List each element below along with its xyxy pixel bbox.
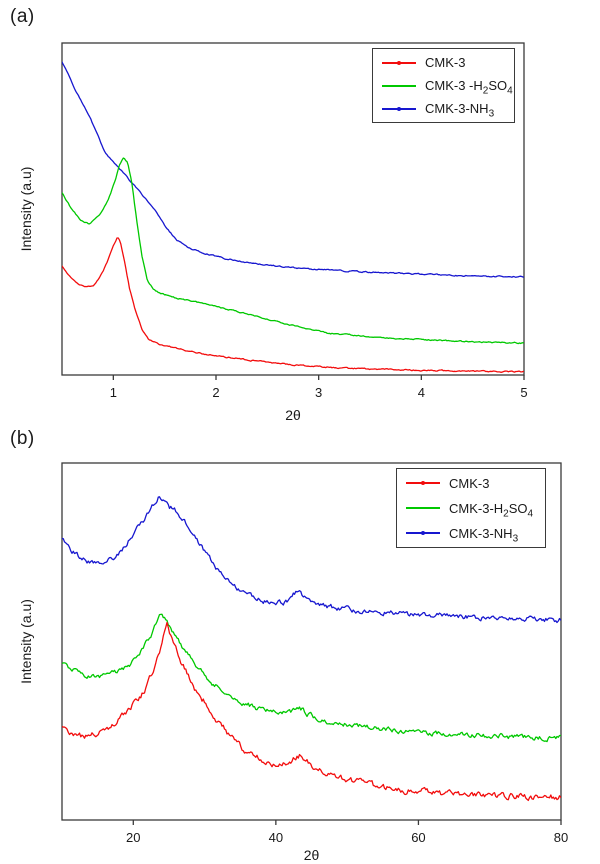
legend-line-sample-cmk3-b xyxy=(406,479,440,487)
legend-entry-cmk3-h2so4-a: CMK-3 -H2SO4 xyxy=(373,74,514,97)
y-axis-label-a: Intensity (a.u) xyxy=(18,167,34,252)
legend-entry-cmk3-nh3-a: CMK-3-NH3 xyxy=(373,97,514,120)
legend-label-cmk3-nh3-a: CMK-3-NH3 xyxy=(425,101,495,120)
x-tick-label-a: 1 xyxy=(110,385,117,400)
legend-entry-cmk3-nh3-b: CMK-3-NH3 xyxy=(397,521,545,546)
legend-marker-dot-cmk3-nh3-b xyxy=(421,531,425,535)
legend-label-cmk3-h2so4-b: CMK-3-H2SO4 xyxy=(449,500,534,520)
curve-cmk3-nh3-a xyxy=(62,61,524,278)
legend-entry-cmk3-a: CMK-3 xyxy=(373,51,514,74)
x-axis-label-b: 2θ xyxy=(304,847,320,863)
legend-label-cmk3-a: CMK-3 xyxy=(425,55,466,70)
curve-cmk3-h2so4-a xyxy=(62,157,524,345)
x-tick-label-b: 20 xyxy=(126,830,140,845)
legend-marker-dot-cmk3-b xyxy=(421,481,425,485)
plot-frame-a xyxy=(61,42,525,376)
plot-frame-b xyxy=(61,462,562,821)
legend-label-cmk3-nh3-b: CMK-3-NH3 xyxy=(449,525,519,545)
panel-a-legend: CMK-3 CMK-3 -H2SO4 CMK-3-NH3 xyxy=(372,48,515,123)
legend-marker-dot-cmk3-a xyxy=(397,60,401,65)
x-axis-label-a: 2θ xyxy=(285,407,301,423)
legend-entry-cmk3-b: CMK-3 xyxy=(397,471,545,496)
legend-line-sample-cmk3-a xyxy=(382,59,416,67)
panel-b-label: (b) xyxy=(10,428,35,449)
x-tick-label-a: 2 xyxy=(212,385,219,400)
x-tick-label-a: 5 xyxy=(520,385,527,400)
legend-line-sample-cmk3-nh3-a xyxy=(382,105,416,113)
curve-cmk3-h2so4-b xyxy=(62,613,561,743)
x-tick-label-b: 80 xyxy=(554,830,568,845)
legend-label-cmk3-h2so4-a: CMK-3 -H2SO4 xyxy=(425,78,513,97)
curve-cmk3-a xyxy=(62,237,524,373)
panel-a-plot: 1 2 3 4 5 2θ Intensity (a.u) xyxy=(18,42,528,423)
legend-marker-dot-cmk3-nh3-a xyxy=(397,106,401,111)
curve-cmk3-b xyxy=(62,621,561,802)
x-tick-label-a: 4 xyxy=(418,385,425,400)
legend-line-sample-cmk3-h2so4-a xyxy=(382,82,416,90)
y-axis-label-b: Intensity (a.u) xyxy=(18,599,34,684)
legend-entry-cmk3-h2so4-b: CMK-3-H2SO4 xyxy=(397,496,545,521)
legend-line-sample-cmk3-h2so4-b xyxy=(406,504,440,512)
panel-b-plot: 20 40 60 80 2θ Intensity (a.u) xyxy=(18,462,568,863)
legend-line-sample-cmk3-nh3-b xyxy=(406,529,440,537)
panel-b-legend: CMK-3 CMK-3-H2SO4 CMK-3-NH3 xyxy=(396,468,546,548)
legend-label-cmk3-b: CMK-3 xyxy=(449,475,490,491)
x-tick-label-b: 40 xyxy=(269,830,283,845)
x-tick-label-a: 3 xyxy=(315,385,322,400)
curve-cmk3-nh3-b xyxy=(62,496,561,624)
panel-a-label: (a) xyxy=(10,6,35,27)
x-tick-label-b: 60 xyxy=(411,830,425,845)
